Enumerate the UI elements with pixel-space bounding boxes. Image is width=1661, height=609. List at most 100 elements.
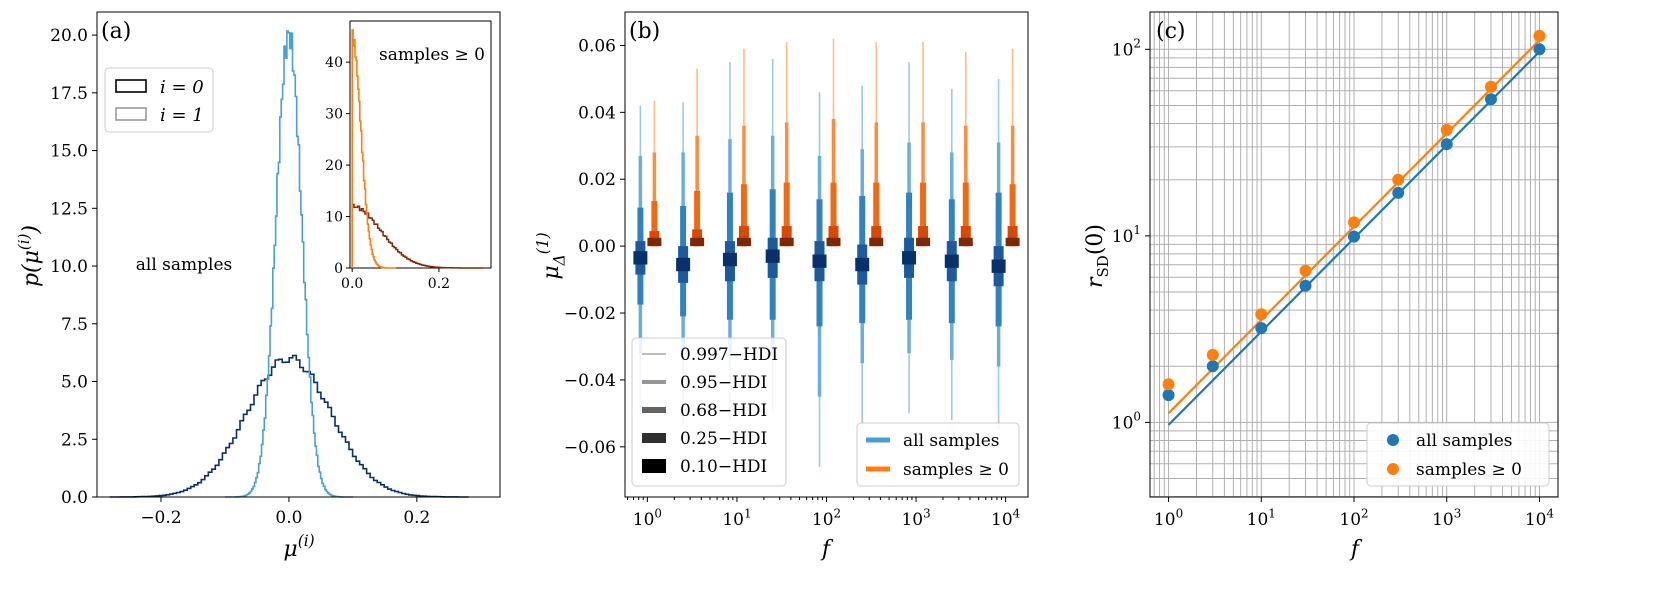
x-axis-label: μ(i) (283, 532, 314, 562)
x-tick-label: 100 (633, 506, 662, 530)
x-tick-label-base: 10 (1432, 510, 1454, 530)
legend-swatch-i0 (115, 79, 147, 93)
x-tick-label-base: 10 (1154, 510, 1176, 530)
point-all (1440, 138, 1453, 151)
x-tick-label: 0.0 (275, 508, 302, 528)
legend-label-nonneg: samples ≥ 0 (1416, 460, 1522, 480)
series-legend: all samples samples ≥ 0 (856, 422, 1020, 487)
x-tick-label-exp: 1 (1268, 506, 1276, 520)
panel-label: (b) (629, 19, 660, 44)
interval-nonneg-hdi10 (736, 237, 751, 247)
interval-nonneg-hdi10 (916, 237, 931, 247)
point-all (1206, 360, 1219, 373)
y-tick-label: 7.5 (61, 315, 88, 335)
y-axis-label-close: ) (19, 225, 44, 235)
point-nonneg (1255, 308, 1268, 321)
y-axis-label: p(μ(i)) (15, 225, 44, 287)
y-tick-label-base: 10 (1112, 227, 1134, 247)
y-tick-label: 12.5 (50, 199, 88, 219)
point-all (1392, 186, 1405, 199)
x-axis-label: f (1349, 537, 1363, 562)
x-tick-label-exp: 0 (654, 506, 662, 520)
y-tick-label: 0.00 (578, 237, 616, 257)
hdi-legend-label: 0.10−HDI (680, 457, 767, 477)
y-tick-label: 102 (1112, 37, 1141, 61)
point-nonneg (1299, 264, 1312, 277)
axes-frame (96, 11, 501, 498)
x-tick-label-exp: 3 (923, 506, 931, 520)
x-tick-label: 100 (1154, 506, 1183, 530)
point-nonneg (1162, 378, 1175, 391)
legend-frame (1366, 422, 1550, 487)
inset: 0 10 20 30 40 0.0 0.2 samples ≥ 0 (325, 20, 492, 292)
x-tick-label-exp: 1 (744, 506, 752, 520)
x-tick-label: 102 (812, 506, 841, 530)
x-tick-label: 103 (901, 506, 930, 530)
interval-nonneg-hdi10 (869, 237, 884, 247)
y-tick-label: 17.5 (50, 84, 88, 104)
interval-nonneg-hdi10 (779, 237, 794, 247)
y-tick-label: 0.02 (578, 170, 616, 190)
x-tick-label: 104 (991, 506, 1020, 530)
x-tick-label-base: 10 (901, 510, 923, 530)
legend-label-i1: i = 1 (160, 105, 204, 126)
y-axis-label: rSD(0) (1083, 224, 1112, 288)
panel-a: 0.02.55.07.510.012.515.017.520.0−0.2 0.0 0… (15, 11, 501, 562)
x-tick-label-base: 10 (633, 510, 655, 530)
y-axis-label-sub: Δ (551, 254, 569, 266)
y-tick-label: −0.06 (564, 438, 616, 458)
point-all (1255, 322, 1268, 335)
y-tick-label: 101 (1112, 223, 1141, 247)
inset-hist-i1 (351, 29, 397, 269)
point-nonneg (1440, 123, 1453, 136)
y-axis-label-sub: SD (1094, 255, 1112, 277)
x-tick-label-base: 10 (1247, 510, 1269, 530)
y-axis-label-main: μ (539, 265, 564, 279)
hist-i0 (109, 354, 469, 498)
x-tick-label-exp: 4 (1013, 506, 1021, 520)
inset-y-tick-label: 40 (325, 55, 343, 71)
inset-frame (349, 20, 492, 269)
y-tick-label-exp: 0 (1133, 410, 1141, 424)
x-tick-label: 101 (722, 506, 751, 530)
x-tick-label-exp: 2 (834, 506, 842, 520)
x-tick-label-exp: 0 (1176, 506, 1184, 520)
x-tick-label-base: 10 (722, 510, 744, 530)
y-tick-label: 20.0 (50, 26, 88, 46)
x-tick-label: 102 (1339, 506, 1368, 530)
inset-y-tick-label: 20 (325, 158, 343, 174)
hdi-legend: 0.997−HDI 0.95−HDI 0.68−HDI 0.25−HDI 0.10−HD… (631, 337, 787, 487)
x-axis-label: f (820, 537, 834, 562)
hdi-legend-label: 0.997−HDI (680, 345, 778, 365)
legend-marker-nonneg (1387, 463, 1399, 475)
y-tick-label: 100 (1112, 410, 1141, 434)
legend: i = 0 i = 1 (104, 67, 214, 133)
interval-nonneg-hdi10 (1005, 237, 1020, 247)
x-tick-label: −0.2 (140, 508, 181, 528)
y-tick-label: 0.06 (578, 36, 616, 56)
y-tick-label-exp: 2 (1133, 37, 1141, 51)
y-tick-label: −0.02 (564, 304, 616, 324)
legend-frame (104, 67, 214, 133)
series-legend-frame (856, 422, 1020, 487)
y-tick-label: 0.04 (578, 103, 616, 123)
legend-marker-all (1387, 434, 1399, 446)
inset-x-tick-label: 0.2 (428, 276, 450, 292)
y-tick-label-base: 10 (1112, 413, 1134, 433)
y-tick-label-base: 10 (1112, 40, 1134, 60)
hdi-legend-label: 0.95−HDI (680, 373, 767, 393)
point-all (1348, 230, 1360, 243)
x-tick-label: 101 (1247, 506, 1276, 530)
x-tick-label: 103 (1432, 506, 1461, 530)
legend-swatch-i1 (115, 107, 147, 121)
y-axis-label-sup: (1) (534, 232, 552, 254)
legend: all samples samples ≥ 0 (1366, 422, 1550, 487)
x-axis-label-sup: (i) (298, 532, 315, 550)
annotation: all samples (136, 255, 233, 275)
y-axis-label: μΔ(1) (534, 232, 569, 279)
y-tick-label: 15.0 (50, 142, 88, 162)
y-tick-label: 5.0 (61, 373, 88, 393)
hist-i1 (224, 30, 353, 498)
